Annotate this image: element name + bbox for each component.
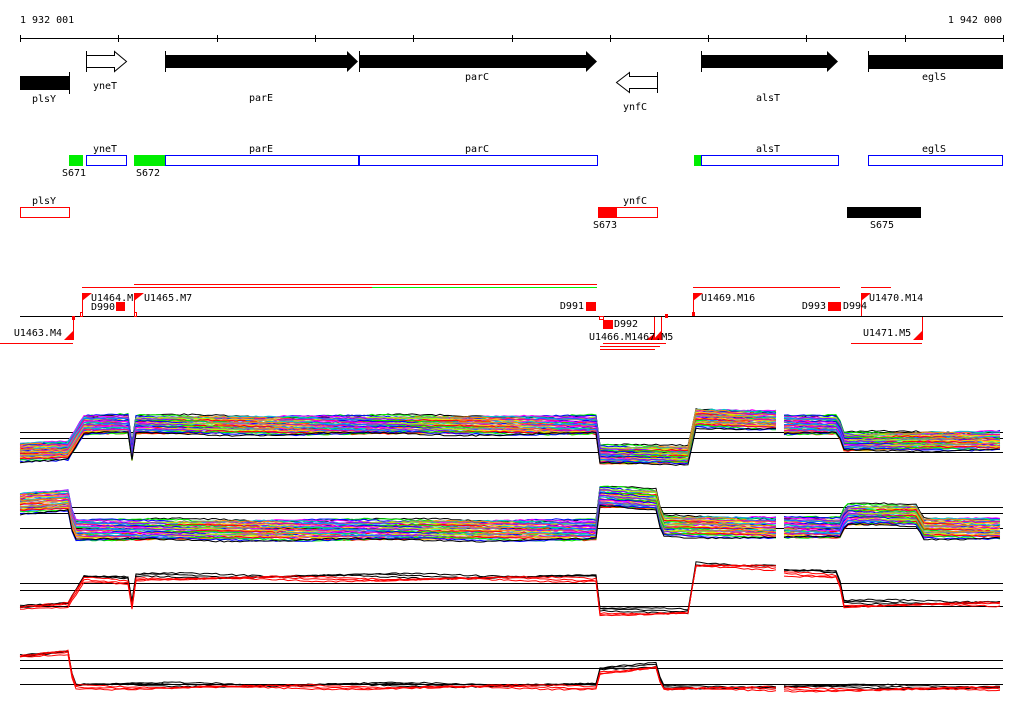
transcript-label: ynfC xyxy=(623,196,647,207)
expression-profile-line xyxy=(19,424,777,462)
expression-panel-3 xyxy=(19,561,1003,617)
segment-s671[interactable] xyxy=(69,155,83,166)
transcript-track-reverse: plsY ynfC S673 S675 xyxy=(20,196,921,231)
gene-label: plsY xyxy=(32,94,56,105)
expression-profile-line xyxy=(19,491,777,530)
expression-profile-line xyxy=(783,523,1001,541)
expression-profile-line xyxy=(19,421,777,462)
unit-label[interactable]: D990 xyxy=(91,302,115,313)
transcript-parC[interactable] xyxy=(359,155,598,166)
gene-label: ynfC xyxy=(623,102,647,113)
transcript-label: eglS xyxy=(922,144,946,155)
unit-label[interactable]: D994 xyxy=(843,301,867,312)
segment-s675[interactable] xyxy=(847,207,921,218)
transcription-units-track: U1464.M D990 U1465.M7 U1463.M4 D991 D992… xyxy=(0,284,1003,350)
expression-profile-line xyxy=(19,564,776,615)
expression-profile-line xyxy=(19,410,777,449)
expression-profile-line xyxy=(19,564,776,613)
expression-profile-line xyxy=(19,427,777,466)
expression-profile-line xyxy=(19,650,777,690)
gene-alsT[interactable]: alsT xyxy=(701,51,838,104)
expression-profile-line xyxy=(19,414,777,454)
expression-panels xyxy=(19,408,1003,693)
expression-profile-line xyxy=(19,494,777,533)
segment-label: S671 xyxy=(62,168,86,179)
gene-yneT[interactable]: yneT xyxy=(86,50,128,92)
transcript-label: parE xyxy=(249,144,273,155)
expression-profile-line xyxy=(19,488,777,527)
unit-label[interactable]: U1470.M14 xyxy=(869,293,923,304)
expression-profile-line xyxy=(783,427,1001,445)
expression-profile-line xyxy=(783,687,1001,693)
unit-label[interactable]: U1469.M16 xyxy=(701,293,755,304)
end-coordinate: 1 942 000 xyxy=(948,15,1002,26)
expression-profile-line xyxy=(19,498,777,537)
gene-label: yneT xyxy=(93,81,117,92)
gene-ynfC[interactable]: ynfC xyxy=(615,71,658,113)
expression-panel-4 xyxy=(19,649,1003,693)
segment-s672[interactable] xyxy=(134,155,165,166)
expression-profile-line xyxy=(783,431,1001,453)
expression-profile-line xyxy=(783,428,1001,449)
segment-label: S672 xyxy=(136,168,160,179)
transcript-track-forward: S671 yneT S672 parE parC alsT eglS xyxy=(62,144,1003,179)
segment-green[interactable] xyxy=(694,155,701,166)
transcript-alsT[interactable] xyxy=(701,155,839,166)
gene-eglS[interactable]: eglS xyxy=(868,51,1003,83)
transcript-label: alsT xyxy=(756,144,780,155)
gene-track: plsY yneT parE parC ynfC alsT xyxy=(20,50,1003,113)
gene-label: parC xyxy=(465,72,489,83)
expression-profile-line xyxy=(19,501,777,540)
gene-parC[interactable]: parC xyxy=(359,51,597,83)
transcript-label: parC xyxy=(465,144,489,155)
expression-profile-line xyxy=(783,575,1001,609)
segment-s673[interactable] xyxy=(598,207,617,218)
expression-profile-line xyxy=(19,504,777,543)
unit-label[interactable]: U1471.M5 xyxy=(863,328,911,339)
expression-panel-1 xyxy=(19,408,1003,466)
expression-profile-line xyxy=(19,418,777,457)
segment-label: S675 xyxy=(870,220,894,231)
start-coordinate: 1 932 001 xyxy=(20,15,74,26)
gene-label: parE xyxy=(249,93,273,104)
coordinate-axis: 1 932 001 1 942 000 xyxy=(20,15,1004,42)
expression-profile-line xyxy=(19,485,777,524)
expression-profile-line xyxy=(19,654,777,692)
unit-label[interactable]: D992 xyxy=(614,319,638,330)
transcript-parE[interactable] xyxy=(165,155,359,166)
unit-label[interactable]: U1463.M4 xyxy=(14,328,62,339)
expression-profile-line xyxy=(783,569,1001,605)
expression-profile-line xyxy=(19,504,777,543)
expression-profile-line xyxy=(783,569,1001,604)
transcript-plsY[interactable] xyxy=(20,207,70,218)
transcript-yneT[interactable] xyxy=(86,155,127,166)
unit-label[interactable]: D993 xyxy=(802,301,826,312)
expression-panel-2 xyxy=(19,485,1003,543)
gene-plsY[interactable]: plsY xyxy=(20,72,70,105)
expression-profile-line xyxy=(19,415,776,456)
transcript-eglS[interactable] xyxy=(868,155,1003,166)
gene-label: alsT xyxy=(756,93,780,104)
expression-profile-line xyxy=(19,565,777,617)
expression-profile-line xyxy=(783,511,1001,530)
expression-profile-line xyxy=(19,411,777,451)
unit-label[interactable]: U1464.M xyxy=(91,293,133,304)
gene-parE[interactable]: parE xyxy=(165,51,358,104)
transcript-label: plsY xyxy=(32,196,56,207)
gene-label: eglS xyxy=(922,72,946,83)
transcript-label: yneT xyxy=(93,144,117,155)
unit-label[interactable]: D991 xyxy=(560,301,584,312)
unit-label[interactable]: U1465.M7 xyxy=(144,293,192,304)
segment-label: S673 xyxy=(593,220,617,231)
expression-profile-line xyxy=(783,521,1001,540)
unit-label[interactable]: U1466.M1467.M5 xyxy=(589,332,673,343)
